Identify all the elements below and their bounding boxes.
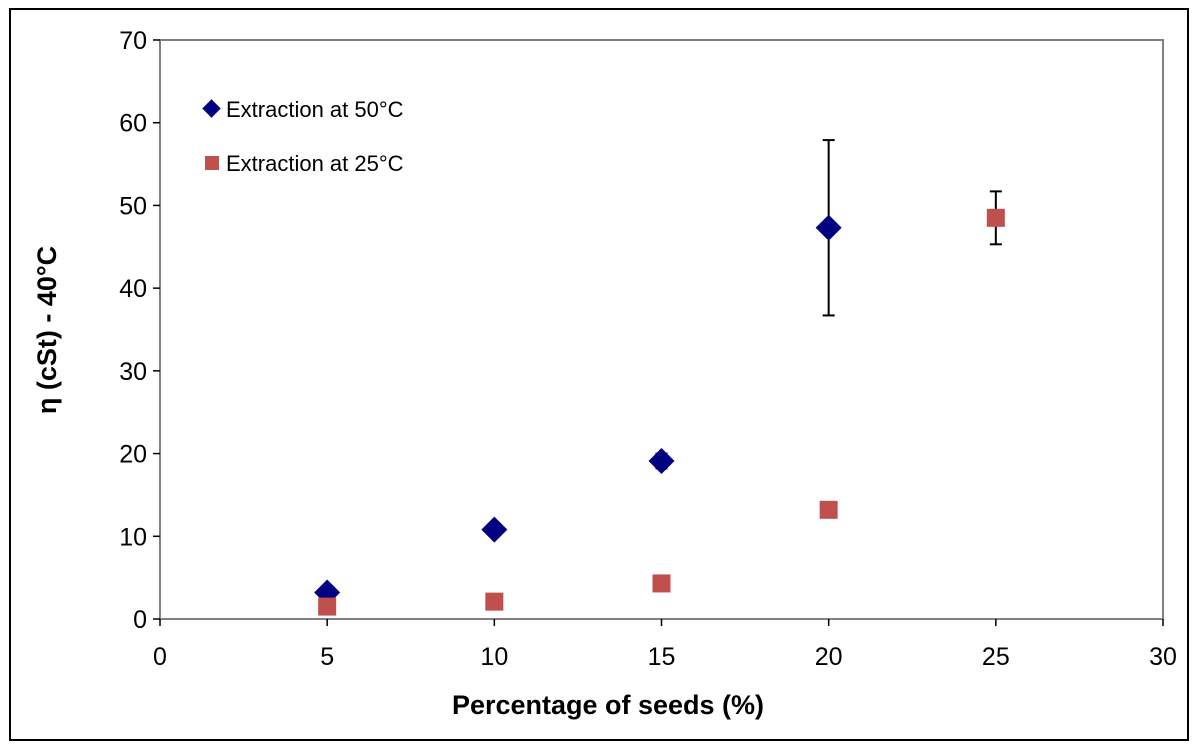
legend-square-marker [205, 156, 219, 170]
y-tick-label-10: 10 [119, 523, 147, 551]
y-axis-title: η (cSt) - 40°C [32, 246, 62, 414]
legend: Extraction at 50°C Extraction at 25°C [202, 97, 404, 176]
legend-item-25c: Extraction at 25°C [205, 151, 404, 176]
legend-item-50c: Extraction at 50°C [202, 97, 404, 122]
point-25c-x25 [986, 208, 1005, 227]
point-50c-x20 [815, 214, 842, 241]
legend-diamond-marker [202, 99, 221, 118]
x-tick-label-5: 5 [320, 643, 334, 671]
point-50c-x10 [481, 516, 508, 543]
y-tick-label-40: 40 [119, 275, 147, 303]
x-tick-label-25: 25 [982, 643, 1010, 671]
legend-label-50c: Extraction at 50°C [226, 97, 404, 122]
y-tick-label-60: 60 [119, 110, 147, 138]
point-25c-x20 [819, 500, 838, 519]
y-tick-label-30: 30 [119, 358, 147, 386]
legend-label-25c: Extraction at 25°C [226, 151, 404, 176]
point-25c-x10 [485, 592, 504, 611]
x-tick-label-20: 20 [815, 643, 843, 671]
y-tick-label-0: 0 [133, 606, 147, 634]
x-axis-title: Percentage of seeds (%) [452, 690, 764, 720]
x-tick-label-30: 30 [1149, 643, 1177, 671]
x-tick-label-10: 10 [480, 643, 508, 671]
x-axis: 0 5 10 15 20 25 30 [153, 619, 1177, 671]
point-25c-x5 [318, 597, 337, 616]
y-tick-label-70: 70 [119, 27, 147, 55]
y-tick-label-50: 50 [119, 192, 147, 220]
chart-frame [9, 8, 1189, 741]
y-tick-label-20: 20 [119, 441, 147, 469]
y-axis: 0 10 20 30 40 50 60 70 [119, 27, 160, 634]
x-tick-label-15: 15 [648, 643, 676, 671]
point-50c-x15 [648, 448, 675, 475]
data-markers [314, 208, 1005, 616]
x-tick-label-0: 0 [153, 643, 167, 671]
point-25c-x15 [652, 574, 671, 593]
